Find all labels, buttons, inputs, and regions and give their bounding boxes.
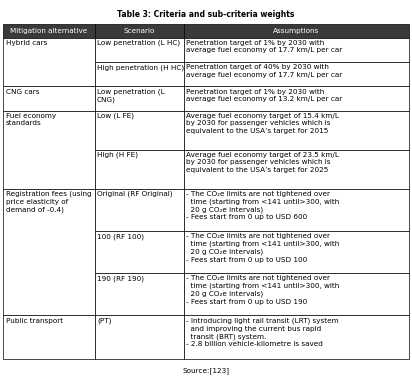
Text: High penetration (H HC): High penetration (H HC)	[97, 64, 184, 71]
Text: - Introducing light rail transit (LRT) system
  and improving the current bus ra: - Introducing light rail transit (LRT) s…	[186, 318, 339, 347]
Bar	[94, 231, 184, 273]
Text: Hybrid cars: Hybrid cars	[6, 40, 47, 46]
Text: Table 3: Criteria and sub-criteria weights: Table 3: Criteria and sub-criteria weigh…	[117, 10, 295, 18]
Bar	[3, 189, 94, 315]
Bar	[94, 86, 184, 111]
Text: Average fuel economy target of 15.4 km/L
by 2030 for passenger vehicles which is: Average fuel economy target of 15.4 km/L…	[186, 113, 339, 134]
Bar	[94, 24, 184, 38]
Text: High (H FE): High (H FE)	[97, 152, 138, 159]
Bar	[184, 111, 409, 150]
Text: 190 (RF 190): 190 (RF 190)	[97, 275, 144, 282]
Text: Low (L FE): Low (L FE)	[97, 113, 134, 119]
Bar	[94, 315, 184, 359]
Text: Mitigation alternative: Mitigation alternative	[10, 28, 87, 34]
Text: Average fuel economy target of 23.5 km/L
by 2030 for passenger vehicles which is: Average fuel economy target of 23.5 km/L…	[186, 152, 339, 173]
Bar	[184, 38, 409, 62]
Bar	[94, 150, 184, 189]
Bar	[3, 24, 94, 38]
Text: Public transport: Public transport	[6, 318, 63, 323]
Bar	[184, 189, 409, 231]
Text: Assumptions: Assumptions	[273, 28, 319, 34]
Text: Low penetration (L
CNG): Low penetration (L CNG)	[97, 89, 165, 103]
Text: (PT): (PT)	[97, 318, 111, 324]
Bar	[94, 273, 184, 315]
Bar	[3, 315, 94, 359]
Bar	[3, 38, 94, 86]
Bar	[94, 111, 184, 150]
Text: Fuel economy
standards: Fuel economy standards	[6, 113, 56, 126]
Bar	[184, 150, 409, 189]
Text: 100 (RF 100): 100 (RF 100)	[97, 233, 144, 240]
Text: CNG cars: CNG cars	[6, 89, 39, 94]
Text: - The CO₂e limits are not tightened over
  time (starting from <141 until>300, w: - The CO₂e limits are not tightened over…	[186, 233, 339, 263]
Text: Penetration target of 1% by 2030 with
average fuel economy of 13.2 km/L per car: Penetration target of 1% by 2030 with av…	[186, 89, 342, 102]
Text: Scenario: Scenario	[124, 28, 155, 34]
Bar	[184, 24, 409, 38]
Bar	[3, 111, 94, 189]
Bar	[94, 62, 184, 86]
Bar	[184, 273, 409, 315]
Bar	[184, 62, 409, 86]
Text: Low penetration (L HC): Low penetration (L HC)	[97, 40, 180, 46]
Text: Source:[123]: Source:[123]	[183, 367, 229, 374]
Text: Registration fees (using
price elasticity of
demand of -0.4): Registration fees (using price elasticit…	[6, 191, 91, 213]
Bar	[94, 38, 184, 62]
Bar	[184, 231, 409, 273]
Text: - The CO₂e limits are not tightened over
  time (starting from <141 until>300, w: - The CO₂e limits are not tightened over…	[186, 275, 339, 305]
Bar	[184, 315, 409, 359]
Text: Penetration target of 1% by 2030 with
average fuel economy of 17.7 km/L per car: Penetration target of 1% by 2030 with av…	[186, 40, 342, 53]
Bar	[3, 86, 94, 111]
Bar	[94, 189, 184, 231]
Text: Penetration target of 40% by 2030 with
average fuel economy of 17.7 km/L per car: Penetration target of 40% by 2030 with a…	[186, 64, 342, 78]
Bar	[184, 86, 409, 111]
Text: Original (RF Original): Original (RF Original)	[97, 191, 173, 197]
Text: - The CO₂e limits are not tightened over
  time (starting from <141 until>300, w: - The CO₂e limits are not tightened over…	[186, 191, 339, 220]
